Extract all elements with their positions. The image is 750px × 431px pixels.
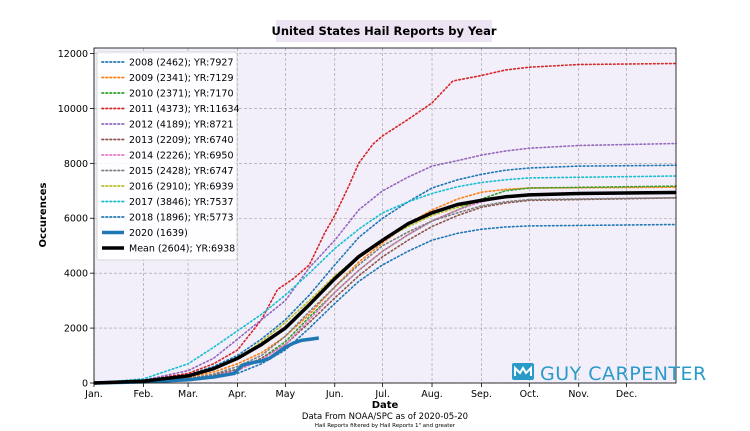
series-line-7 <box>93 196 677 384</box>
chart-title: United States Hail Reports by Year <box>272 24 497 38</box>
y-tick-label: 4000 <box>64 269 88 280</box>
series-line-1 <box>93 186 677 384</box>
logo-mark-icon <box>512 363 534 380</box>
series-lines <box>93 62 677 385</box>
legend-label: 2016 (2910); YR:6939 <box>129 182 234 193</box>
x-tick-label: Aug. <box>421 389 443 400</box>
x-tick-label: Oct. <box>520 389 539 400</box>
legend-label: 2013 (2209); YR:6740 <box>129 135 234 146</box>
x-axis-label: Date <box>372 400 399 411</box>
series-line-3 <box>93 62 677 384</box>
x-tick-label: Apr. <box>228 389 247 400</box>
series-line-12 <box>93 190 677 385</box>
plot-frame <box>93 47 677 384</box>
y-tick-label: 10000 <box>58 104 88 115</box>
legend-label: 2011 (4373); YR:11634 <box>129 104 240 115</box>
y-tick-label: 2000 <box>64 324 88 335</box>
x-tick-label: Nov. <box>568 389 589 400</box>
y-tick-label: 0 <box>82 379 88 390</box>
legend-label: 2015 (2428); YR:6747 <box>129 166 234 177</box>
legend-label: 2009 (2341); YR:7129 <box>129 73 234 84</box>
filter-footnote: Hail Reports filtered by Hail Reports 1"… <box>315 423 456 429</box>
x-tick-label: Jun. <box>325 389 344 400</box>
legend-label: 2012 (4189); YR:8721 <box>129 120 234 131</box>
series-line-11 <box>93 336 320 385</box>
legend-label: 2008 (2462); YR:7927 <box>129 58 234 69</box>
legend: 2008 (2462); YR:7927 2009 (2341); YR:7129… <box>96 51 240 261</box>
x-tick-label: Jan. <box>84 389 103 400</box>
logo-mark-glyph <box>514 365 532 376</box>
x-tick-label: Sep. <box>471 389 492 400</box>
x-tick-label: Dec. <box>616 389 637 400</box>
y-axis-label: Occurences <box>38 182 49 247</box>
series-line-4 <box>93 142 677 384</box>
y-tick-label: 6000 <box>64 214 88 225</box>
legend-label: 2014 (2226); YR:6950 <box>129 151 234 162</box>
title-background <box>276 20 492 42</box>
legend-label: 2017 (3846); YR:7537 <box>129 197 234 208</box>
series-line-9 <box>93 175 677 384</box>
legend-box <box>96 51 238 261</box>
data-source-footnote: Data From NOAA/SPC as of 2020-05-20 <box>302 412 468 422</box>
y-tick-label: 12000 <box>58 49 88 60</box>
brand-name: GUY CARPENTER <box>540 363 707 385</box>
legend-label: Mean (2604); YR:6938 <box>129 244 235 255</box>
legend-label: 2010 (2371); YR:7170 <box>129 89 234 100</box>
y-tick-label: 8000 <box>64 159 88 170</box>
legend-label: 2018 (1896); YR:5773 <box>129 213 234 224</box>
legend-label: 2020 (1639) <box>129 228 188 239</box>
axis-ticks: 0 2000 4000 6000 8000 10000 12000 Jan. Feb. Mar. A… <box>58 49 638 400</box>
x-tick-label: May <box>276 389 296 400</box>
series-line-0 <box>93 164 677 384</box>
x-tick-label: Mar. <box>178 389 198 400</box>
x-tick-label: Feb. <box>134 389 154 400</box>
guy-carpenter-logo <box>512 363 534 380</box>
x-tick-label: Jul. <box>374 389 389 400</box>
